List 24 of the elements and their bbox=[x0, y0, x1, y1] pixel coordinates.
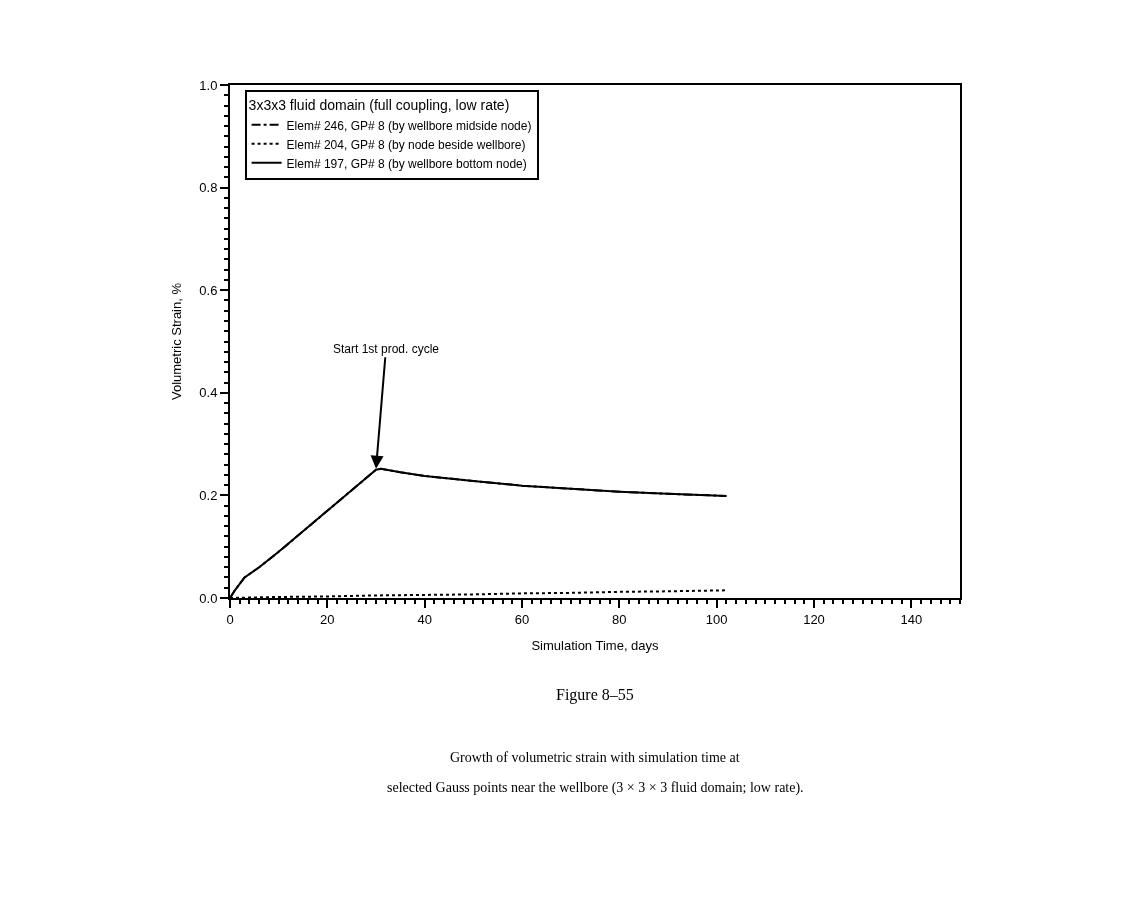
x-tick-label: 100 bbox=[705, 611, 728, 627]
text: selected Gauss points near the wellbore (3 × 3 × 3 fluid domain; low rate). bbox=[387, 780, 804, 796]
x-tick-label: 60 bbox=[514, 611, 530, 627]
legend-label: Elem# 197, GP# 8 (by wellbore bottom node) bbox=[286, 156, 527, 171]
y-tick-label: 0.6 bbox=[199, 282, 218, 298]
x-tick-label: 140 bbox=[900, 611, 923, 627]
legend-label: Elem# 204, GP# 8 (by node beside wellbore) bbox=[286, 137, 526, 152]
annotation: Start 1st prod. cycle bbox=[333, 342, 440, 356]
legend-title: 3x3x3 fluid domain (full coupling, low rate) bbox=[248, 97, 510, 114]
y-tick-label: 0.0 bbox=[199, 590, 218, 606]
caption: Figure 8–55 bbox=[556, 686, 634, 704]
y-axis-title: Volumetric Strain, % bbox=[168, 282, 184, 401]
x-axis-title: Simulation Time, days bbox=[531, 637, 660, 653]
text: Growth of volumetric strain with simulation time at bbox=[450, 750, 740, 765]
y-tick-label: 0.8 bbox=[199, 180, 218, 196]
x-tick-label: 80 bbox=[612, 611, 627, 627]
y-tick-label: 1.0 bbox=[199, 77, 218, 93]
y-tick-label: 0.4 bbox=[199, 385, 218, 401]
x-tick-label: 120 bbox=[803, 611, 825, 627]
x-tick-label: 40 bbox=[417, 611, 432, 627]
y-tick-label: 0.2 bbox=[199, 487, 218, 503]
legend-label: Elem# 246, GP# 8 (by wellbore midside node) bbox=[286, 118, 532, 133]
x-tick-label: 20 bbox=[320, 611, 335, 627]
x-tick-label: 0 bbox=[226, 611, 234, 627]
